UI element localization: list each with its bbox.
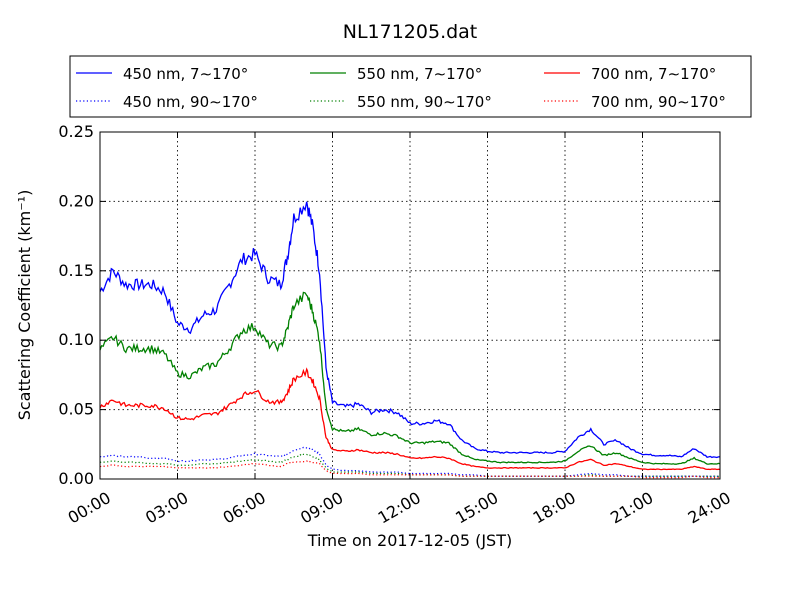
x-tick-label: 18:00 <box>530 488 579 528</box>
series-line-5 <box>99 460 720 479</box>
x-tick-label: 09:00 <box>297 488 346 528</box>
y-tick-label: 0.15 <box>58 261 94 280</box>
x-tick-label: 21:00 <box>607 488 656 528</box>
x-tick-label: 24:00 <box>685 488 734 528</box>
x-tick-label: 00:00 <box>65 488 114 528</box>
plot-frame <box>99 131 721 480</box>
legend-label-2: 550 nm, 7∼170° <box>357 65 482 83</box>
y-tick-label: 0.05 <box>58 400 94 419</box>
legend-label-0: 450 nm, 7∼170° <box>123 65 248 83</box>
chart-title: NL171205.dat <box>343 21 478 43</box>
legend-label-3: 550 nm, 90∼170° <box>357 93 492 111</box>
series-line-1 <box>99 446 720 477</box>
y-tick-label: 0.20 <box>58 191 94 210</box>
y-axis-label: Scattering Coefficient (km⁻¹) <box>15 190 34 421</box>
series-line-2 <box>99 291 721 465</box>
y-tick-label: 0.00 <box>58 469 94 488</box>
x-tick-label: 06:00 <box>220 488 269 528</box>
x-tick-label: 03:00 <box>142 488 191 528</box>
series-line-0 <box>99 201 721 459</box>
legend-box <box>69 55 752 118</box>
y-axis: 0.00 0.05 0.10 0.15 0.20 0.25 <box>58 122 720 488</box>
x-tick-label: 15:00 <box>452 488 501 528</box>
series-line-4 <box>99 367 720 471</box>
grid <box>100 132 720 479</box>
y-tick-label: 0.25 <box>58 122 94 141</box>
x-tick-label: 12:00 <box>375 488 424 528</box>
x-axis-label: Time on 2017-12-05 (JST) <box>307 531 512 550</box>
legend-label-4: 700 nm, 7∼170° <box>591 65 716 83</box>
legend-label-5: 700 nm, 90∼170° <box>591 93 726 111</box>
legend: 450 nm, 7∼170° 450 nm, 90∼170° 550 nm, 7∼1… <box>69 55 752 118</box>
legend-label-1: 450 nm, 90∼170° <box>123 93 258 111</box>
y-tick-label: 0.10 <box>58 330 94 349</box>
series-group <box>99 201 721 479</box>
